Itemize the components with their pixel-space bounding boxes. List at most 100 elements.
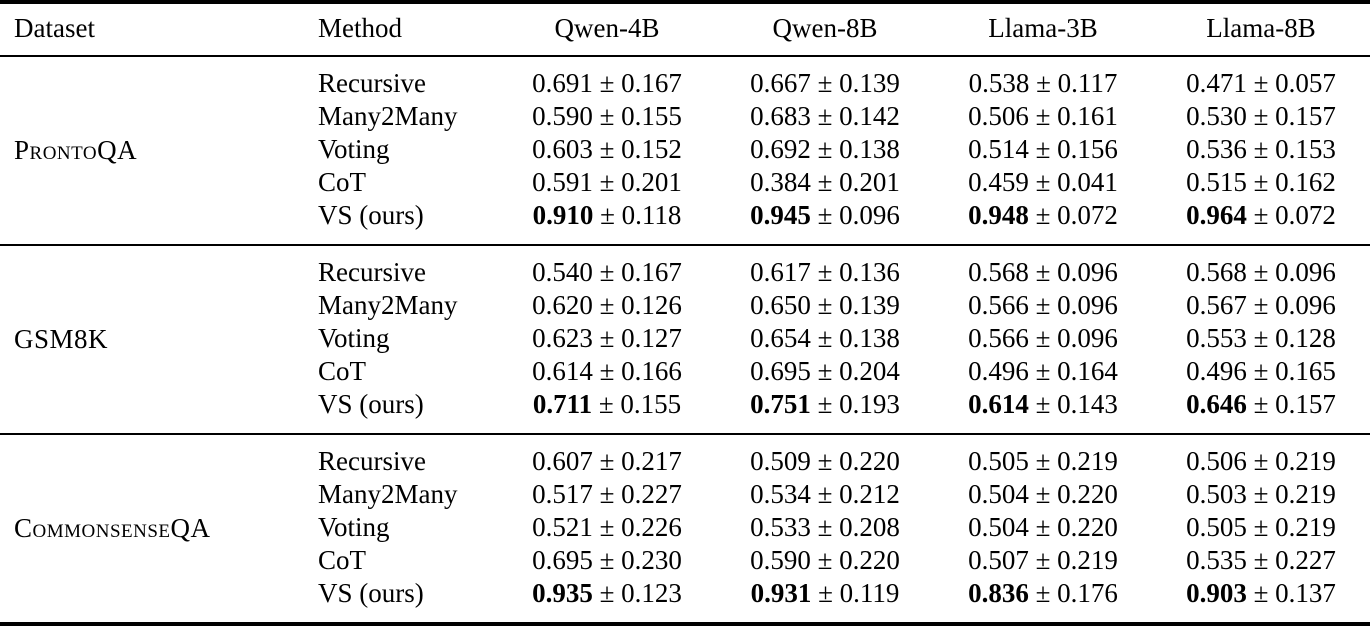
score-std: 0.164 <box>1057 356 1118 386</box>
score-std: 0.156 <box>1057 134 1118 164</box>
score-mean: 0.517 <box>532 479 593 509</box>
score-cell: 0.603 ± 0.152 <box>532 134 682 164</box>
score-cell: 0.836 ± 0.176 <box>968 578 1118 608</box>
score-std: 0.096 <box>839 200 900 230</box>
score-std: 0.208 <box>839 512 900 542</box>
score-mean: 0.538 <box>968 68 1030 98</box>
score-cell: 0.945 ± 0.096 <box>750 200 900 230</box>
score-std: 0.096 <box>1057 323 1118 353</box>
score-mean: 0.536 <box>1186 134 1247 164</box>
score-std: 0.155 <box>621 101 682 131</box>
score-cell: 0.692 ± 0.138 <box>750 134 900 164</box>
score-mean: 0.590 <box>750 545 811 575</box>
score-std: 0.155 <box>620 389 682 419</box>
score-cell: 0.509 ± 0.220 <box>750 446 900 476</box>
score-mean: 0.614 <box>532 356 593 386</box>
score-std: 0.162 <box>1275 167 1336 197</box>
score-mean: 0.931 <box>750 578 812 608</box>
score-std: 0.142 <box>839 101 900 131</box>
method-label: Many2Many <box>318 290 458 320</box>
score-cell: 0.620 ± 0.126 <box>532 290 682 320</box>
score-cell: 0.538 ± 0.117 <box>968 68 1118 98</box>
score-std: 0.201 <box>621 167 682 197</box>
score-std: 0.118 <box>621 200 682 230</box>
score-cell: 0.506 ± 0.219 <box>1186 446 1336 476</box>
table-row: CoT 0.695 ± 0.230 0.590 ± 0.220 0.507 ± 0.2… <box>0 544 1370 577</box>
score-cell: 0.695 ± 0.204 <box>750 356 900 386</box>
score-std: 0.219 <box>1275 446 1336 476</box>
score-cell: 0.964 ± 0.072 <box>1186 200 1336 230</box>
column-header-llama-8b: Llama-8B <box>1206 13 1316 43</box>
score-std: 0.201 <box>839 167 900 197</box>
score-cell: 0.507 ± 0.219 <box>968 545 1118 575</box>
score-std: 0.166 <box>621 356 682 386</box>
score-mean: 0.568 <box>968 257 1029 287</box>
score-cell: 0.691 ± 0.167 <box>532 68 682 98</box>
score-cell: 0.496 ± 0.164 <box>968 356 1118 386</box>
score-cell: 0.607 ± 0.217 <box>532 446 682 476</box>
score-std: 0.220 <box>1057 479 1118 509</box>
table-row: Voting 0.623 ± 0.127 0.654 ± 0.138 0.566 ± … <box>0 322 1370 355</box>
dataset-label: ProntoQA <box>14 135 138 165</box>
score-mean: 0.646 <box>1186 389 1247 419</box>
score-mean: 0.496 <box>968 356 1029 386</box>
score-std: 0.226 <box>621 512 682 542</box>
score-std: 0.167 <box>621 68 682 98</box>
score-std: 0.220 <box>839 545 900 575</box>
score-mean: 0.504 <box>968 512 1029 542</box>
dataset-group-prontoqa: ProntoQA Recursive 0.691 ± 0.167 0.667 ± 0.… <box>0 56 1370 245</box>
score-cell: 0.514 ± 0.156 <box>968 134 1118 164</box>
score-mean: 0.507 <box>968 545 1029 575</box>
score-mean: 0.534 <box>750 479 811 509</box>
score-mean: 0.683 <box>750 101 811 131</box>
method-label: CoT <box>318 545 367 575</box>
score-cell: 0.496 ± 0.165 <box>1186 356 1336 386</box>
score-cell: 0.590 ± 0.220 <box>750 545 900 575</box>
score-mean: 0.836 <box>968 578 1029 608</box>
score-cell: 0.568 ± 0.096 <box>968 257 1118 287</box>
method-label: CoT <box>318 167 367 197</box>
score-std: 0.230 <box>621 545 682 575</box>
score-mean: 0.654 <box>750 323 811 353</box>
table-row: CommonsenseQA Recursive 0.607 ± 0.217 0.509… <box>0 434 1370 543</box>
method-label: Recursive <box>318 68 426 98</box>
score-cell: 0.566 ± 0.096 <box>968 323 1118 353</box>
score-cell: 0.751 ± 0.193 <box>750 389 900 419</box>
method-label: Many2Many <box>318 479 458 509</box>
score-mean: 0.617 <box>750 257 811 287</box>
score-std: 0.152 <box>621 134 682 164</box>
score-std: 0.041 <box>1057 167 1118 197</box>
score-mean: 0.514 <box>968 134 1029 164</box>
score-cell: 0.910 ± 0.118 <box>532 200 682 230</box>
score-std: 0.072 <box>1275 200 1336 230</box>
score-cell: 0.505 ± 0.219 <box>1186 512 1336 542</box>
score-mean: 0.692 <box>750 134 811 164</box>
score-cell: 0.566 ± 0.096 <box>968 290 1118 320</box>
score-std: 0.117 <box>1057 68 1118 98</box>
score-cell: 0.504 ± 0.220 <box>968 479 1118 509</box>
score-std: 0.157 <box>1275 101 1336 131</box>
score-std: 0.127 <box>621 323 682 353</box>
method-label: CoT <box>318 356 367 386</box>
score-mean: 0.948 <box>968 200 1029 230</box>
score-mean: 0.459 <box>968 167 1029 197</box>
table-row: CoT 0.614 ± 0.166 0.695 ± 0.204 0.496 ± 0.1… <box>0 355 1370 388</box>
score-mean: 0.384 <box>750 167 811 197</box>
score-cell: 0.650 ± 0.139 <box>750 290 900 320</box>
score-cell: 0.506 ± 0.161 <box>968 101 1118 131</box>
score-mean: 0.567 <box>1186 290 1247 320</box>
score-std: 0.227 <box>621 479 682 509</box>
score-cell: 0.667 ± 0.139 <box>750 68 900 98</box>
score-std: 0.138 <box>839 134 900 164</box>
score-mean: 0.496 <box>1186 356 1247 386</box>
score-mean: 0.504 <box>968 479 1029 509</box>
score-mean: 0.691 <box>532 68 593 98</box>
score-std: 0.139 <box>839 290 900 320</box>
score-std: 0.096 <box>1275 290 1336 320</box>
score-std: 0.219 <box>1275 479 1336 509</box>
method-label: Many2Many <box>318 101 458 131</box>
method-label: Voting <box>318 134 390 164</box>
score-mean: 0.910 <box>532 200 594 230</box>
score-cell: 0.711 ± 0.155 <box>532 389 682 419</box>
score-mean: 0.667 <box>750 68 811 98</box>
